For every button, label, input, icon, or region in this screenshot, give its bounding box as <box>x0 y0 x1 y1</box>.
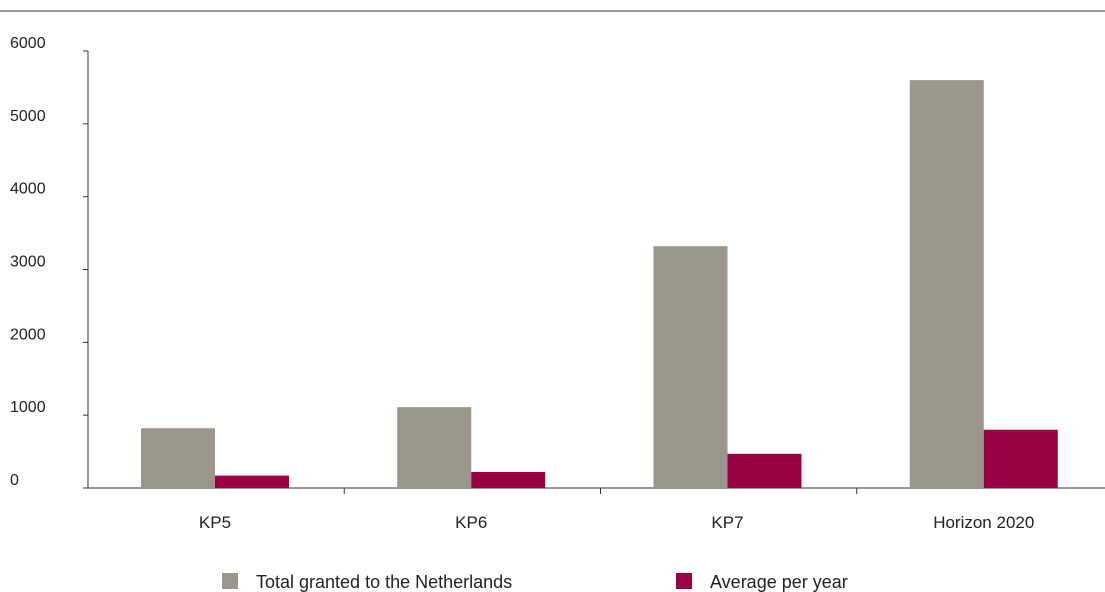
bars <box>141 80 1058 488</box>
y-axis: 0 1000 2000 3000 4000 5000 6000 <box>10 35 89 489</box>
bar <box>471 471 546 488</box>
x-category-label: KP5 <box>199 513 231 532</box>
y-tick-label: 1000 <box>10 399 46 416</box>
bar <box>215 475 289 488</box>
y-tick-label: 2000 <box>10 326 46 343</box>
legend-label: Average per year <box>710 572 848 592</box>
legend-swatch <box>222 573 238 589</box>
y-tick-label: 5000 <box>10 108 46 125</box>
bar <box>141 428 215 488</box>
y-tick-label: 0 <box>10 472 19 489</box>
bar <box>983 429 1058 488</box>
bar <box>909 80 984 488</box>
legend: Total granted to the Netherlands Average … <box>222 572 848 592</box>
bar <box>727 453 802 488</box>
legend-swatch <box>676 573 692 589</box>
y-tick-label: 6000 <box>10 35 46 52</box>
y-tick-label: 4000 <box>10 181 46 198</box>
x-category-label: KP6 <box>455 513 487 532</box>
bar <box>397 407 472 488</box>
legend-label: Total granted to the Netherlands <box>256 572 512 592</box>
y-tick-label: 3000 <box>10 254 46 271</box>
x-category-label: Horizon 2020 <box>933 513 1034 532</box>
x-category-label: KP7 <box>711 513 743 532</box>
bar <box>653 246 728 488</box>
x-axis: KP5 KP6 KP7 Horizon 2020 <box>88 487 1105 532</box>
